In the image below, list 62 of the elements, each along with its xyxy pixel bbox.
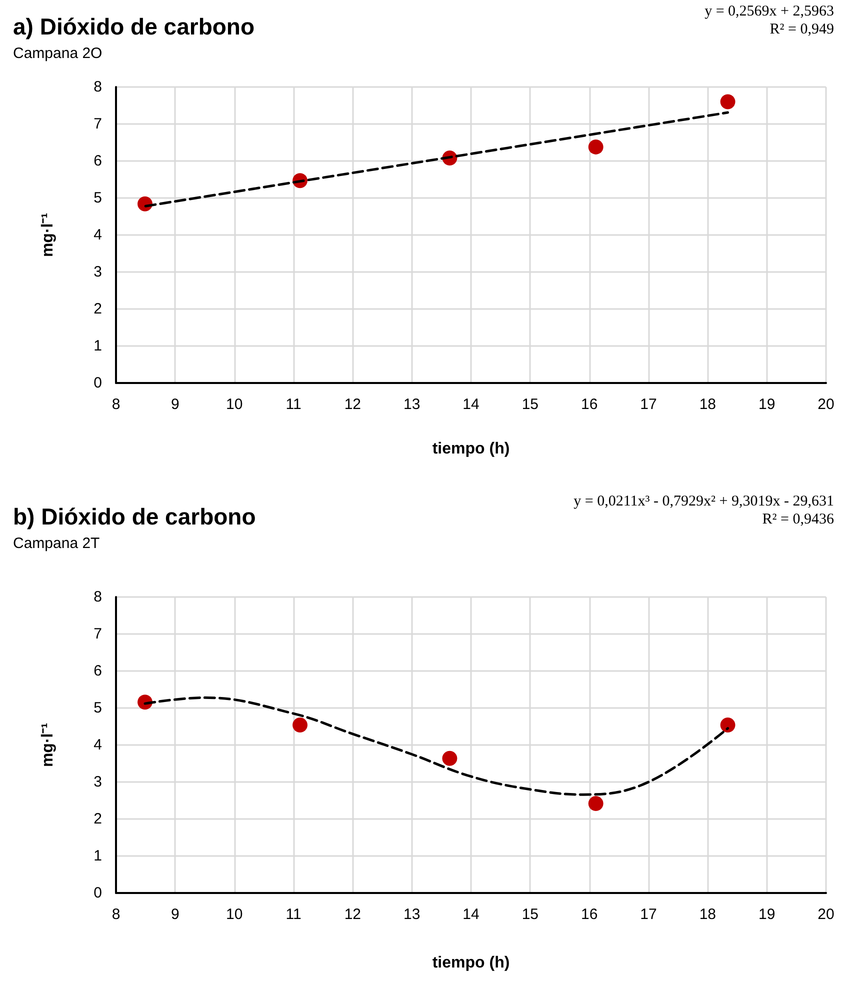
x-tick-label: 20 <box>818 906 834 923</box>
x-tick-label: 19 <box>758 396 776 413</box>
x-tick-label: 17 <box>640 396 657 413</box>
x-tick-label: 16 <box>580 396 598 413</box>
x-tick-label: 15 <box>522 906 539 923</box>
x-axis-title: tiempo (h) <box>432 954 510 972</box>
y-tick-label: 3 <box>94 264 102 280</box>
x-tick-label: 14 <box>462 906 480 923</box>
x-tick-label: 17 <box>640 906 657 923</box>
y-tick-label: 4 <box>94 226 102 244</box>
y-tick-label: 1 <box>94 338 102 354</box>
x-axis-title: tiempo (h) <box>432 440 510 458</box>
y-tick-label: 0 <box>94 374 102 392</box>
text: R² = 0,9436 <box>762 512 834 528</box>
y-tick-label: 4 <box>94 736 102 754</box>
y-tick-label: 5 <box>94 700 102 716</box>
y-tick-label: 3 <box>94 774 102 790</box>
x-tick-label: 12 <box>344 396 362 413</box>
x-tick-label: 14 <box>462 396 480 413</box>
point <box>588 796 604 811</box>
x-tick-label: 12 <box>344 906 362 923</box>
x-tick-label: 10 <box>226 396 243 413</box>
x-tick-label: 15 <box>522 396 539 413</box>
chart-title: b) Dióxido de carbono <box>13 504 256 530</box>
x-tick-label: 20 <box>818 396 834 413</box>
y-tick-label: 1 <box>94 848 102 864</box>
y-tick-label: 7 <box>94 626 102 642</box>
x-tick-label: 16 <box>580 906 598 923</box>
x-tick-label: 10 <box>226 906 243 923</box>
y-tick-label: 5 <box>94 190 102 206</box>
point <box>720 718 736 733</box>
x-tick-label: 9 <box>170 396 180 413</box>
point <box>292 718 308 733</box>
y-axis-title: mg·l⁻¹ <box>40 212 56 258</box>
x-tick-label: 13 <box>403 396 420 413</box>
y-axis-title: mg·l⁻¹ <box>40 722 56 768</box>
y-tick-label: 2 <box>94 810 102 828</box>
text: R² = 0,949 <box>770 22 834 38</box>
point <box>588 139 604 154</box>
y-tick-label: 6 <box>94 662 102 680</box>
x-tick-label: 8 <box>112 396 120 413</box>
chart-title: a) Dióxido de carbono <box>13 14 255 40</box>
x-tick-label: 18 <box>699 906 716 923</box>
chart-subtitle: Campana 2T <box>13 535 100 552</box>
chart-subtitle: Campana 2O <box>13 45 102 62</box>
x-tick-label: 18 <box>699 396 716 413</box>
y-tick-label: 0 <box>94 884 102 902</box>
y-tick-label: 8 <box>94 78 102 96</box>
point <box>720 94 736 110</box>
x-tick-label: 11 <box>286 906 302 923</box>
x-tick-label: 9 <box>170 906 180 923</box>
y-tick-label: 2 <box>94 300 102 318</box>
text: y = 0,2569x + 2,5963 <box>704 4 834 20</box>
y-tick-label: 8 <box>94 588 102 606</box>
text: y = 0,0211x³ - 0,7929x² + 9,3019x - 29,631 <box>574 494 834 510</box>
x-tick-label: 11 <box>286 396 302 413</box>
x-tick-label: 19 <box>758 906 776 923</box>
point <box>442 750 458 766</box>
y-tick-label: 6 <box>94 152 102 170</box>
x-tick-label: 13 <box>403 906 420 923</box>
x-tick-label: 8 <box>112 906 120 923</box>
y-tick-label: 7 <box>94 116 102 132</box>
